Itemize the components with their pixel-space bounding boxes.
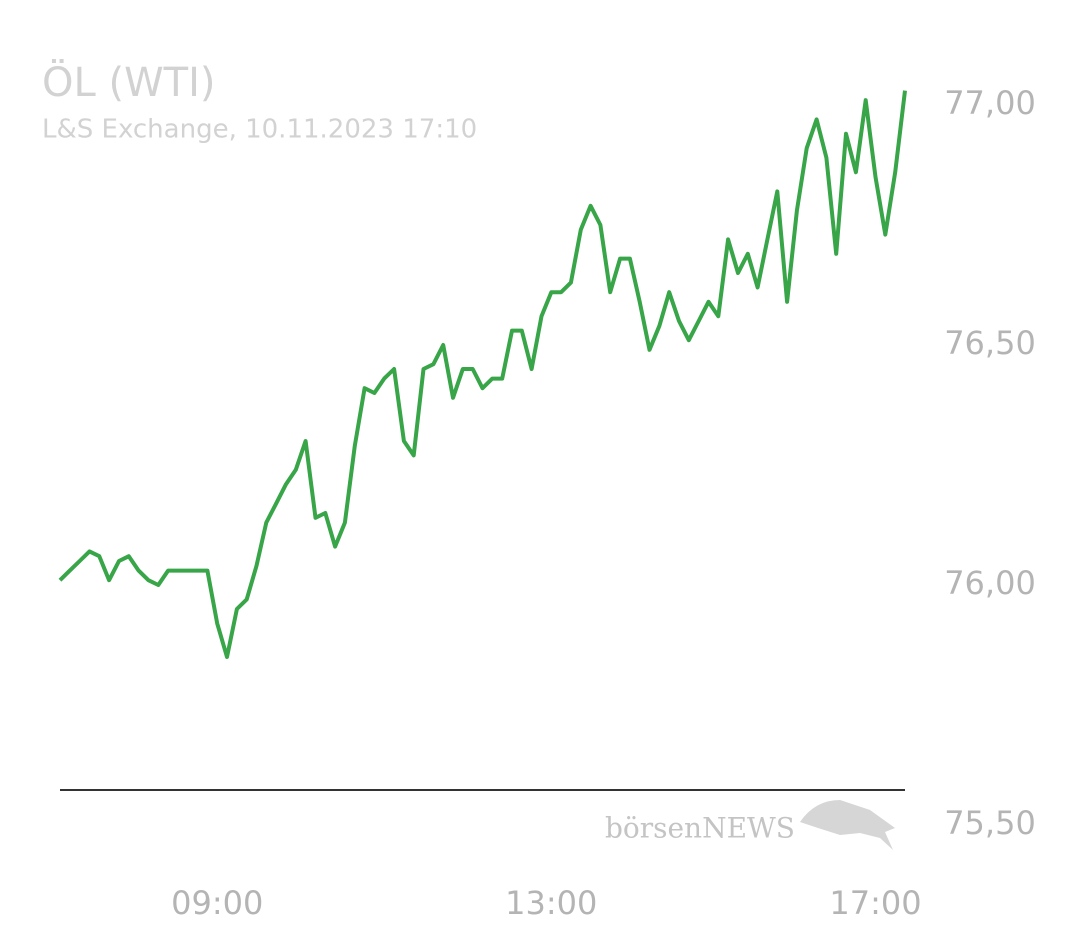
x-tick-label: 09:00 [171,884,263,922]
x-tick-label: 13:00 [505,884,597,922]
y-tick-label: 76,00 [944,564,1036,602]
price-line [58,90,907,659]
bull-logo [800,800,895,850]
x-tick-label: 17:00 [829,884,921,922]
y-tick-label: 77,00 [944,84,1036,122]
watermark: börsenNEWS [605,812,795,845]
y-tick-label: 75,50 [944,804,1036,842]
chart-subtitle: L&S Exchange, 10.11.2023 17:10 [42,115,477,145]
y-tick-label: 76,50 [944,324,1036,362]
chart-title: ÖL (WTI) [42,58,215,106]
